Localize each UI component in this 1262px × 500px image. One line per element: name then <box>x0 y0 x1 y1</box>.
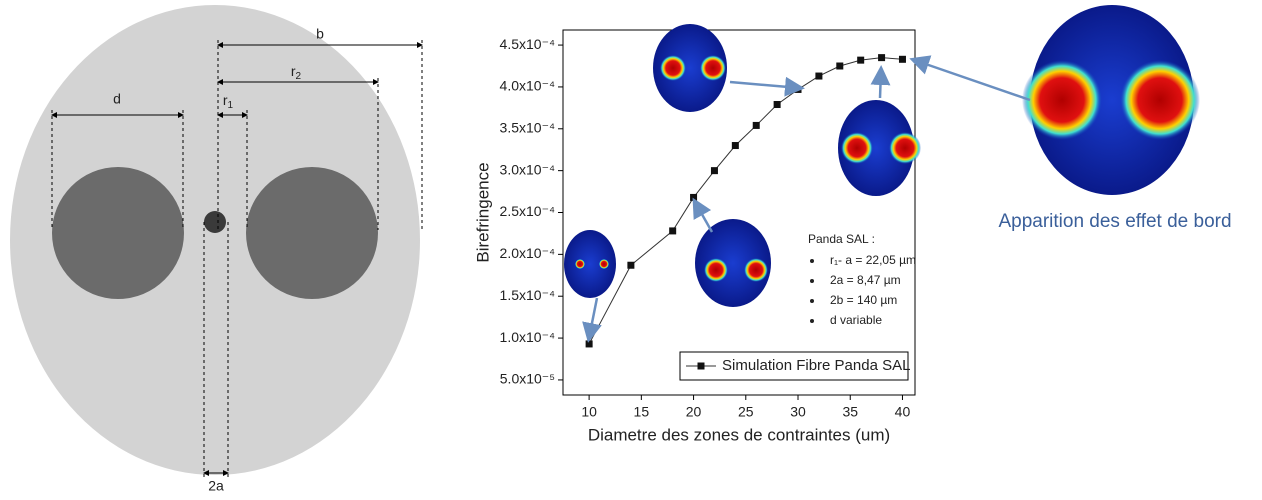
point <box>627 261 635 269</box>
stress-rod <box>246 167 378 299</box>
dim-label: d <box>113 91 121 107</box>
legend-box <box>679 351 909 381</box>
annotation-item: 2b = 140 µm <box>830 293 897 307</box>
dim-label: 2a <box>208 478 224 494</box>
x-axis-label: Diametre des zones de contraintes (um) <box>588 425 890 444</box>
dim-label: b <box>316 26 324 42</box>
point <box>773 101 781 109</box>
annotation-item: 2a = 8,47 µm <box>830 273 901 287</box>
x-tick-label: 30 <box>790 404 806 420</box>
cladding <box>10 5 420 475</box>
dim-label-sub: 1 <box>228 100 234 111</box>
y-tick-label: 3.0x10⁻⁴ <box>500 161 555 177</box>
y-tick-label: 4.5x10⁻⁴ <box>500 36 555 52</box>
y-tick-label: 1.0x10⁻⁴ <box>500 329 555 345</box>
point <box>815 72 823 80</box>
annotation-title: Panda SAL : <box>808 232 875 246</box>
annotation-item: d variable <box>830 313 882 327</box>
point <box>857 56 865 64</box>
dimension-lines <box>51 40 423 478</box>
x-tick-label: 40 <box>895 404 911 420</box>
arrows <box>582 55 1031 343</box>
x-tick-label: 20 <box>686 404 702 420</box>
heatmap <box>564 230 616 298</box>
stress-rod <box>52 167 184 299</box>
heatmap <box>838 100 921 196</box>
x-tick-label: 25 <box>738 404 754 420</box>
dim-label-base: r <box>291 63 296 79</box>
dim-label-sub: 2 <box>296 71 302 82</box>
y-tick-label: 4.0x10⁻⁴ <box>500 78 555 94</box>
point <box>898 55 906 63</box>
bullet <box>810 299 814 303</box>
y-tick-label: 5.0x10⁻⁵ <box>500 371 555 387</box>
point <box>731 142 739 150</box>
dim-label: r2 <box>291 63 302 82</box>
y-tick-label: 2.5x10⁻⁴ <box>500 203 555 219</box>
bullet <box>810 319 814 323</box>
point <box>690 193 698 201</box>
point <box>710 167 718 175</box>
y-tick-label: 3.5x10⁻⁴ <box>500 119 555 135</box>
legend-marker <box>697 362 705 370</box>
bullet <box>810 279 814 283</box>
y-tick-label: 1.5x10⁻⁴ <box>500 287 555 303</box>
heatmap <box>1022 5 1200 195</box>
point <box>836 62 844 70</box>
insets <box>564 5 1200 343</box>
fiber-diagram: b r2 r1 d 2a <box>10 5 423 494</box>
x-tick-label: 10 <box>581 404 597 420</box>
x-tick-label: 35 <box>842 404 858 420</box>
point <box>878 54 886 62</box>
legend-label: Simulation Fibre Panda SAL <box>722 357 910 374</box>
x-tick-label: 15 <box>634 404 650 420</box>
point <box>752 121 760 129</box>
point <box>669 227 677 235</box>
y-axis-label: Birefringence <box>473 162 492 262</box>
annotation-item: r₁- a = 22,05 µm <box>830 253 916 267</box>
heatmap <box>653 24 727 112</box>
dim-label: r1 <box>223 92 234 111</box>
core <box>204 211 226 233</box>
caption: Apparition des effet de bord <box>998 211 1231 232</box>
bullet <box>810 259 814 263</box>
chart: 5.0x10⁻⁵ 1.0x10⁻⁴ 1.5x10⁻⁴ 2.0x10⁻⁴ 2.5x10⁻⁴… <box>473 29 916 444</box>
point <box>585 340 593 348</box>
heatmap <box>695 219 771 307</box>
y-tick-label: 2.0x10⁻⁴ <box>500 245 555 261</box>
dim-label-base: r <box>223 92 228 108</box>
plot-frame <box>562 29 916 396</box>
